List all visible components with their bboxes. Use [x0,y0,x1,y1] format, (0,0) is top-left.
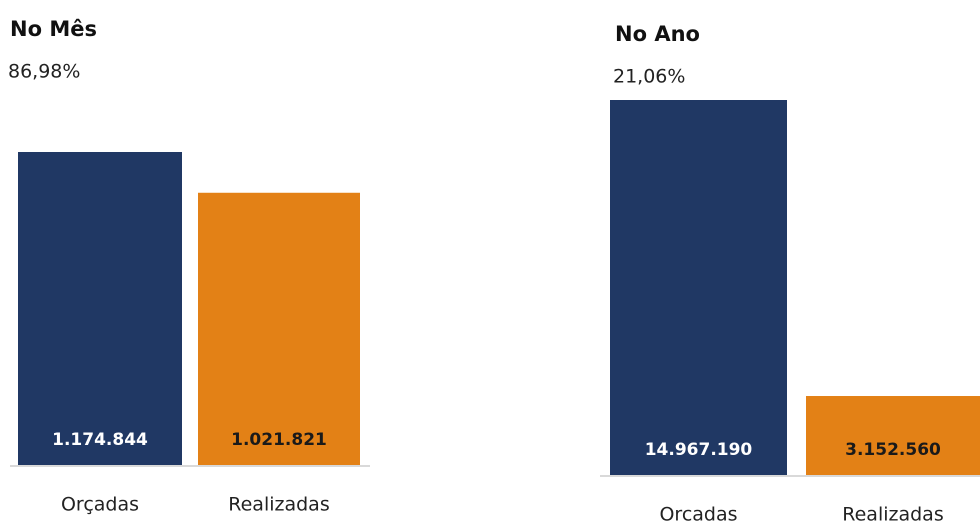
value-label: 14.967.190 [645,440,753,460]
category-label: Realizadas [842,504,943,524]
category-label: Realizadas [228,494,329,516]
value-label: 1.174.844 [52,430,148,450]
chart-subtitle: 86,98% [8,61,80,83]
bar [18,152,182,465]
category-label: Orcadas [659,504,737,524]
bar [198,192,360,466]
value-label: 3.152.560 [845,440,941,460]
bar [610,100,787,475]
chart-title: No Mês [10,17,97,41]
bar [806,396,980,475]
category-label: Orçadas [61,494,139,516]
chart-title: No Ano [615,22,700,46]
value-label: 1.021.821 [231,430,327,450]
chart-subtitle: 21,06% [613,66,685,88]
